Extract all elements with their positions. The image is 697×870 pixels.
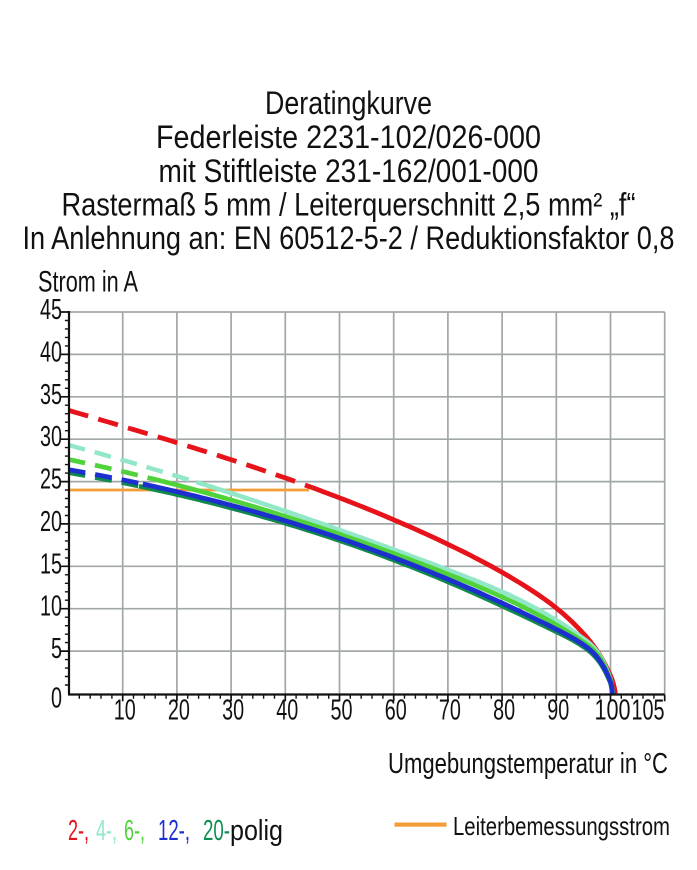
svg-text:Leiterbemessungsstrom: Leiterbemessungsstrom: [453, 811, 670, 841]
svg-text:90: 90: [547, 695, 569, 727]
svg-text:20-: 20-: [203, 815, 230, 847]
svg-text:10: 10: [114, 695, 136, 727]
svg-text:50: 50: [331, 695, 353, 727]
svg-text:6-,: 6-,: [124, 815, 145, 847]
svg-text:Federleiste 2231-102/026-000: Federleiste 2231-102/026-000: [156, 119, 541, 155]
svg-text:100: 100: [595, 695, 631, 727]
svg-text:0: 0: [51, 683, 62, 715]
svg-text:In Anlehnung an: EN 60512-5-2: In Anlehnung an: EN 60512-5-2 / Reduktio…: [23, 220, 675, 256]
svg-text:80: 80: [493, 695, 515, 727]
svg-text:Strom in A: Strom in A: [38, 266, 138, 299]
svg-text:40: 40: [40, 336, 62, 368]
svg-text:20: 20: [40, 506, 62, 538]
svg-text:mit Stiftleiste 231-162/001-00: mit Stiftleiste 231-162/001-000: [159, 153, 539, 189]
svg-text:15: 15: [40, 548, 62, 580]
svg-text:45: 45: [40, 294, 62, 326]
svg-text:10: 10: [40, 591, 62, 623]
svg-text:40: 40: [276, 695, 298, 727]
svg-text:Rastermaß 5 mm / Leiterquersch: Rastermaß 5 mm / Leiterquerschnitt 2,5 m…: [62, 187, 636, 223]
svg-text:20: 20: [168, 695, 190, 727]
svg-text:105: 105: [632, 695, 665, 727]
svg-text:70: 70: [439, 695, 461, 727]
svg-text:Deratingkurve: Deratingkurve: [265, 85, 432, 121]
svg-text:30: 30: [40, 421, 62, 453]
svg-text:4-,: 4-,: [96, 815, 117, 847]
svg-text:polig: polig: [230, 815, 283, 847]
svg-text:5: 5: [51, 633, 62, 665]
svg-text:60: 60: [385, 695, 407, 727]
svg-text:30: 30: [222, 695, 244, 727]
svg-text:Umgebungstemperatur in °C: Umgebungstemperatur in °C: [388, 748, 668, 780]
svg-text:2-,: 2-,: [68, 815, 89, 847]
svg-text:35: 35: [40, 379, 62, 411]
svg-text:25: 25: [40, 464, 62, 496]
svg-text:12-,: 12-,: [158, 815, 190, 847]
